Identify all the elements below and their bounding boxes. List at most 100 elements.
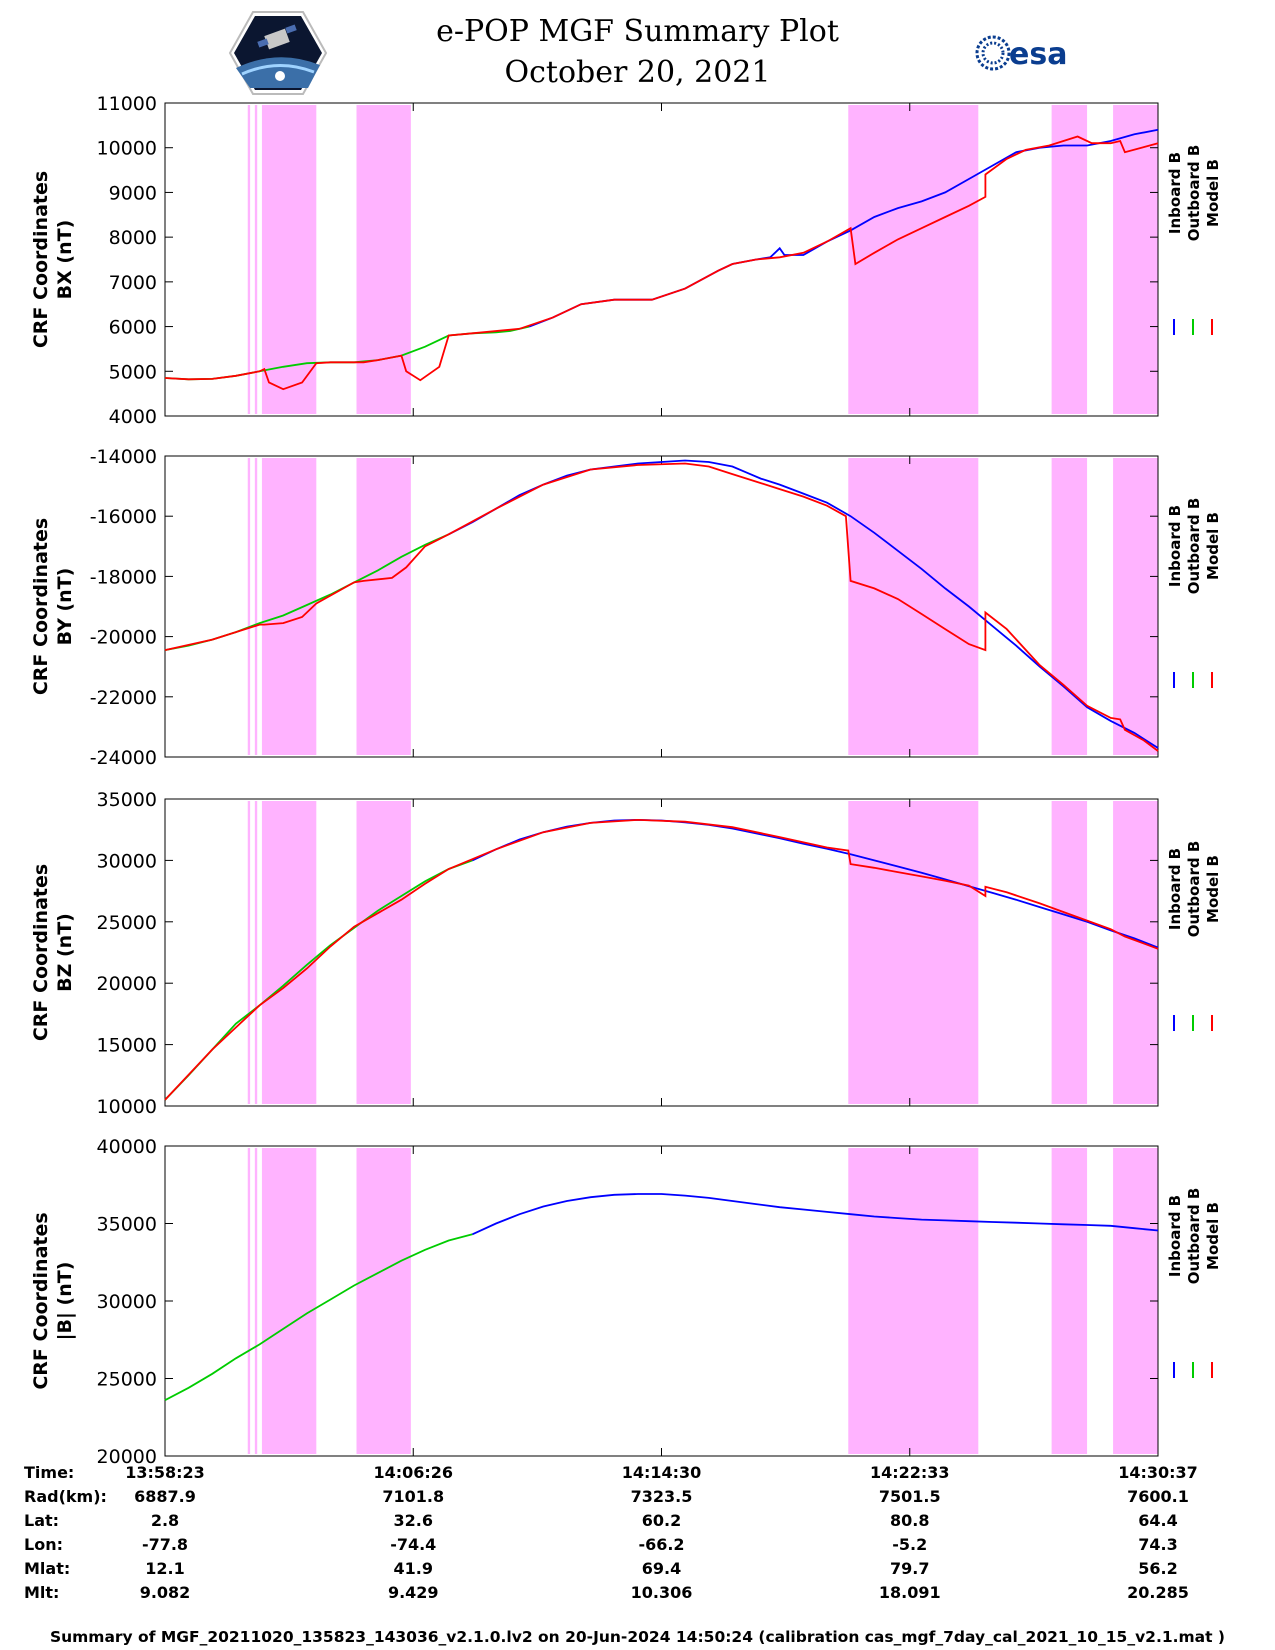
y-tick-label: -22000 [90,687,157,709]
ephemeris-value: 74.3 [1138,1535,1178,1554]
legend-label: Model B [1204,1202,1222,1270]
data-gap-band [356,458,411,755]
data-gap-band [1113,458,1158,755]
y-axis-label: |B| (nT) [54,1262,76,1341]
ephemeris-value: 2.8 [150,1511,180,1530]
data-gap-band [247,1148,251,1454]
data-gap-band [848,105,979,414]
data-gap-band [356,801,411,1104]
ephemeris-value: 9.082 [139,1583,191,1602]
ephemeris-value: 14:30:37 [1118,1463,1198,1482]
legend-label: Outboard B [1185,1188,1203,1285]
y-tick-label: 15000 [97,1035,157,1057]
series-line-outboard-b [164,859,473,1101]
ephemeris-value: 9.429 [387,1583,439,1602]
y-axis-label: BY (nT) [54,568,76,646]
series-line-outboard-b [164,325,530,381]
data-gap-band [247,801,251,1104]
ephemeris-row-label: Rad(km): [24,1487,107,1506]
data-gap-band [848,1148,979,1454]
y-tick-label: -24000 [90,747,157,769]
y-tick-label: 25000 [97,1369,157,1391]
y-tick-label: 5000 [109,361,157,383]
ephemeris-value: 18.091 [878,1583,941,1602]
ephemeris-value: 7501.5 [878,1487,941,1506]
legend-label: Inboard B [1166,848,1184,930]
data-gap-band [254,458,258,755]
data-gap-band [247,458,251,755]
legend-label: Model B [1204,159,1222,227]
ephemeris-value: 7600.1 [1127,1487,1189,1506]
y-tick-label: 40000 [97,1136,157,1158]
ephemeris-value: 69.4 [641,1559,682,1578]
series-line-model-b [164,135,1159,391]
legend-label: Model B [1204,855,1222,923]
data-gap-band [1113,105,1158,414]
data-gap-band [261,1148,317,1454]
ephemeris-value: 7323.5 [630,1487,693,1506]
legend-label: Outboard B [1185,841,1203,938]
legend-label: Inboard B [1166,505,1184,587]
y-tick-label: 7000 [109,272,157,294]
data-gap-band [1051,105,1088,414]
data-gap-band [261,458,317,755]
ephemeris-value: 64.4 [1138,1511,1178,1530]
y-tick-label: 4000 [109,406,157,428]
series-line-model-b [164,818,1159,1101]
ephemeris-value: 41.9 [393,1559,433,1578]
data-gap-band [254,105,258,414]
y-tick-label: 11000 [97,93,157,115]
data-gap-band [1051,801,1088,1104]
ephemeris-value: 79.7 [890,1559,930,1578]
ephemeris-row-label: Mlat: [24,1559,71,1578]
legend-label: Inboard B [1166,1195,1184,1277]
data-gap-band [261,105,317,414]
y-axis-label: CRF Coordinates [30,1212,52,1389]
series-line-model-b [164,462,1159,752]
legend-label: Model B [1204,512,1222,580]
ephemeris-value: 14:14:30 [621,1463,702,1482]
y-tick-label: 6000 [109,317,157,339]
y-axis-label: CRF Coordinates [30,518,52,695]
y-tick-label: 25000 [97,912,157,934]
data-gap-band [254,1148,258,1454]
cassiope-logo-icon [228,11,328,95]
ephemeris-value: 56.2 [1138,1559,1178,1578]
ephemeris-value: -5.2 [892,1535,928,1554]
series-line-inboard-b [472,1193,1159,1236]
data-gap-band [261,801,317,1104]
ephemeris-value: 7101.8 [382,1487,445,1506]
legend-label: Inboard B [1166,152,1184,234]
data-gap-band [247,105,251,414]
ephemeris-value: -74.4 [390,1535,437,1554]
ephemeris-value: 10.306 [630,1583,693,1602]
series-line-inboard-b [448,459,1159,749]
ephemeris-value: 14:22:33 [869,1463,950,1482]
ephemeris-value: 6887.9 [134,1487,196,1506]
data-gap-band [1113,801,1158,1104]
legend-label: Outboard B [1185,498,1203,595]
ephemeris-value: 60.2 [641,1511,682,1530]
y-tick-label: 30000 [97,850,157,872]
y-tick-label: 35000 [97,1214,157,1236]
y-tick-label: -20000 [90,627,157,649]
ephemeris-row-label: Lon: [24,1535,63,1554]
y-tick-label: 20000 [97,1446,157,1468]
ephemeris-value: 32.6 [393,1511,433,1530]
ephemeris-row-label: Time: [24,1463,75,1482]
ephemeris-value: 12.1 [145,1559,185,1578]
y-axis-label: CRF Coordinates [30,864,52,1041]
y-tick-label: 10000 [97,1096,157,1118]
y-tick-label: 8000 [109,227,157,249]
y-tick-label: 10000 [97,138,157,160]
y-axis-label: CRF Coordinates [30,171,52,348]
y-tick-label: 9000 [109,182,157,204]
data-gap-band [1051,458,1088,755]
ephemeris-row-label: Lat: [24,1511,60,1530]
y-tick-label: 30000 [97,1291,157,1313]
y-tick-label: -18000 [90,566,157,588]
data-gap-band [254,801,258,1104]
y-axis-label: BZ (nT) [54,913,76,992]
esa-logo-text: esa [1009,37,1067,72]
